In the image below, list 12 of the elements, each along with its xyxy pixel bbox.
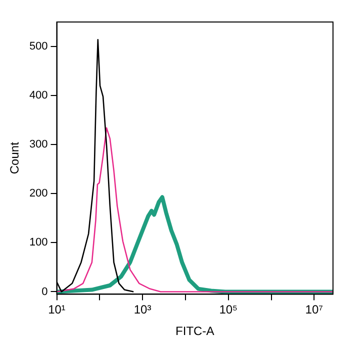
y-axis-title: Count bbox=[8, 141, 22, 174]
y-tick-label: 200 bbox=[29, 188, 48, 200]
x-tick-label: 10¹ bbox=[48, 302, 66, 317]
y-tick-label: 0 bbox=[42, 286, 48, 298]
y-tick-label: 300 bbox=[29, 138, 48, 151]
y-tick-label: 500 bbox=[29, 40, 48, 53]
x-tick-label: 10⁷ bbox=[305, 302, 324, 317]
x-tick-label: 10⁵ bbox=[219, 302, 238, 317]
x-axis-title: FITC-A bbox=[176, 324, 214, 338]
y-tick-label: 400 bbox=[29, 90, 48, 102]
y-tick-label: 100 bbox=[29, 236, 48, 249]
x-tick-label: 10³ bbox=[134, 302, 152, 317]
